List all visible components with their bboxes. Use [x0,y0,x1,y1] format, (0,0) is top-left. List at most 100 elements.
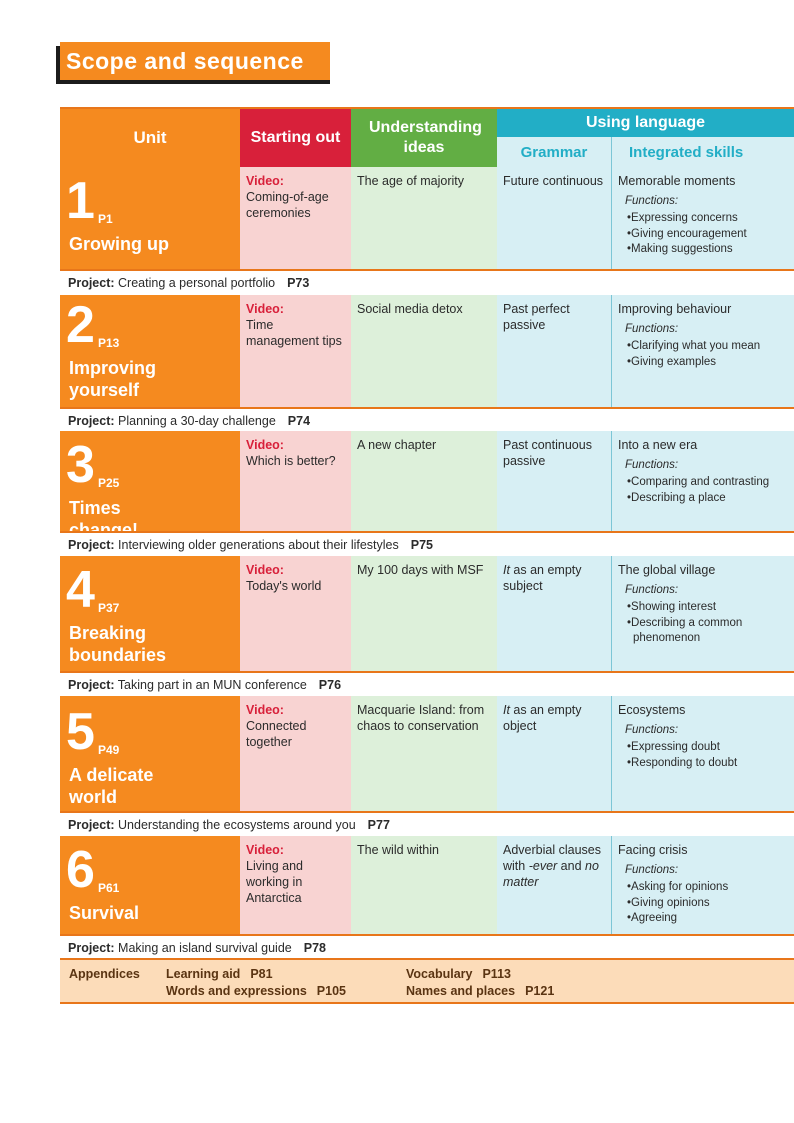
function-item: •Asking for opinions [627,881,729,893]
project-title[interactable]: Making an island survival guide [118,941,292,955]
video-label: Video: [246,174,284,188]
project-page[interactable]: P76 [318,678,342,692]
video-title[interactable]: Time management tips [246,318,342,348]
integrated-skills-cell: Improving behaviour Functions: •Clarifying… [611,295,794,407]
grammar-italic: It [503,703,510,717]
reading-title: The age of majority [357,174,464,188]
appendix-item[interactable]: Vocabulary P113 [406,967,511,981]
integrated-skills-cell: Ecosystems Functions: •Expressing doubt •Re… [611,696,794,813]
unit-number: 3 [66,436,95,494]
header-unit: Unit [60,107,240,167]
function-item: •Responding to doubt [627,756,738,769]
function-item: •Giving opinions [627,896,710,909]
unit-cell: 6 P61 Survival [60,836,240,936]
unit-cell: 2 P13 Improving yourself [60,295,240,407]
project-page[interactable]: P77 [367,818,390,832]
header-integrated-skills: Integrated skills [611,137,794,167]
skills-title: Memorable moments [618,174,736,188]
unit-cell: 5 P49 A delicate world [60,696,240,813]
project-page[interactable]: P75 [410,538,433,552]
unit-name: A delicate world [69,765,154,807]
unit-page[interactable]: P61 [98,881,120,895]
appendices-row: Appendices Learning aid P81 Vocabulary P11… [60,958,794,1004]
project-title[interactable]: Interviewing older generations about the… [118,538,399,552]
project-label: Project: [68,818,115,832]
starting-out-cell: Video: Coming-of-age ceremonies [240,167,351,269]
page-title: Scope and sequence [60,42,330,80]
scope-table: Unit Starting out Understanding ideas Us… [60,107,794,1005]
function-item: •Expressing doubt [627,741,720,753]
project-title[interactable]: Creating a personal portfolio [118,276,276,290]
integrated-skills-cell: Memorable moments Functions: •Expressing c… [611,167,794,269]
unit-cell: 1 P1 Growing up [60,167,240,269]
function-item: •Agreeing [627,912,678,924]
project-page[interactable]: P74 [287,414,311,428]
function-item: •Giving examples [627,355,717,368]
grammar-text: Past perfect passive [503,302,570,332]
unit-cell: 3 P25 Times change! [60,431,240,540]
unit-page[interactable]: P37 [98,601,120,615]
header-starting-out: Starting out [240,107,351,167]
project-title[interactable]: Planning a 30-day challenge [118,414,276,428]
functions-label: Functions: [625,864,679,876]
unit-page[interactable]: P49 [98,743,120,757]
understanding-ideas-cell: A new chapter [351,431,497,533]
integrated-skills-cell: Into a new era Functions: •Comparing and c… [611,431,794,533]
skills-title: Ecosystems [618,703,686,717]
grammar-text: and [557,859,585,873]
skills-title: Into a new era [618,438,698,452]
grammar-text: Future continuous [503,174,604,188]
integrated-skills-cell: The global village Functions: •Showing int… [611,556,794,672]
video-title[interactable]: Which is better? [246,454,336,468]
appendix-item[interactable]: Names and places P121 [406,984,555,998]
video-title[interactable]: Coming-of-age ceremonies [246,190,329,220]
appendix-item[interactable]: Words and expressions P105 [166,984,346,998]
video-title[interactable]: Living and working in Antarctica [246,859,303,905]
appendix-item[interactable]: Learning aid P81 [166,967,273,981]
video-title[interactable]: Today's world [246,579,322,593]
unit-name: Growing up [69,234,169,254]
header-grammar: Grammar [497,137,611,167]
grammar-text: Past continuous passive [503,438,592,468]
video-title[interactable]: Connected together [246,719,307,749]
project-row: Project: Interviewing older generations … [60,531,794,559]
unit-page[interactable]: P25 [98,476,120,490]
project-page[interactable]: P78 [303,941,326,955]
function-item: •Making suggestions [627,243,733,255]
functions-label: Functions: [625,459,679,471]
grammar-text: as an empty subject [503,563,582,593]
functions-label: Functions: [625,724,679,736]
starting-out-cell: Video: Time management tips [240,295,351,407]
unit-number: 6 [66,841,95,899]
unit-number: 1 [66,172,95,230]
starting-out-cell: Video: Today's world [240,556,351,672]
starting-out-cell: Video: Connected together [240,696,351,813]
function-item: •Expressing concerns [627,212,738,224]
unit-number: 4 [66,561,95,619]
video-label: Video: [246,703,284,717]
unit-page[interactable]: P1 [98,212,113,226]
grammar-text: no matter [503,859,599,889]
reading-title: My 100 days with MSF [357,563,484,577]
unit-cell: 4 P37 Breaking boundaries [60,556,240,672]
project-title[interactable]: Taking part in an MUN conference [117,678,307,692]
function-item: •Comparing and contrasting [627,476,770,488]
unit-page[interactable]: P13 [98,336,120,350]
project-page[interactable]: P73 [287,276,310,290]
grammar-italic: It [503,563,510,577]
reading-title: A new chapter [357,438,437,452]
grammar-cell: Adverbial clauses with -ever and no matt… [497,836,611,936]
understanding-ideas-cell: Social media detox [351,295,497,407]
video-label: Video: [246,563,284,577]
grammar-text: Adverbial clauses with [503,843,601,873]
appendices-label: Appendices [69,967,140,981]
understanding-ideas-cell: My 100 days with MSF [351,556,497,672]
project-label: Project: [68,678,115,692]
functions-label: Functions: [625,195,679,207]
project-title[interactable]: Understanding the ecosystems around you [118,818,356,832]
functions-label: Functions: [625,584,679,596]
unit-number: 2 [66,296,95,354]
function-item: •Giving encouragement [627,227,747,240]
unit-name: Improving yourself [69,358,157,400]
function-item: •Describing a place [627,491,726,504]
